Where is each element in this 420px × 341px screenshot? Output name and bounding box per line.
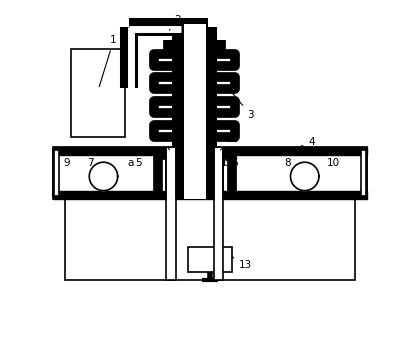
Polygon shape	[291, 162, 319, 191]
Polygon shape	[89, 162, 118, 191]
Text: 1: 1	[99, 35, 117, 87]
Bar	[184, 26, 206, 148]
Text: 11: 11	[154, 133, 169, 150]
Text: 2: 2	[169, 15, 181, 30]
Text: 6: 6	[231, 158, 238, 168]
Text: 5: 5	[135, 158, 142, 168]
Text: b: b	[223, 158, 230, 168]
Bar	[71, 49, 126, 137]
Bar	[65, 199, 355, 280]
Text: 3: 3	[225, 85, 254, 120]
Bar	[53, 150, 59, 196]
Bar	[166, 153, 176, 280]
Bar	[168, 148, 175, 198]
Text: 13: 13	[232, 257, 252, 270]
Bar	[215, 148, 222, 198]
Text: 9: 9	[63, 158, 70, 168]
Text: 7: 7	[87, 158, 93, 168]
Text: 4: 4	[290, 137, 315, 151]
Bar	[361, 150, 367, 196]
Bar	[184, 25, 206, 199]
Text: 12: 12	[220, 134, 239, 150]
Polygon shape	[53, 191, 367, 199]
Bar	[188, 247, 232, 272]
Bar	[53, 147, 367, 199]
Text: 8: 8	[284, 158, 291, 168]
Text: a: a	[127, 158, 134, 168]
Bar	[214, 153, 223, 280]
Text: 10: 10	[327, 158, 340, 168]
Polygon shape	[53, 147, 367, 155]
